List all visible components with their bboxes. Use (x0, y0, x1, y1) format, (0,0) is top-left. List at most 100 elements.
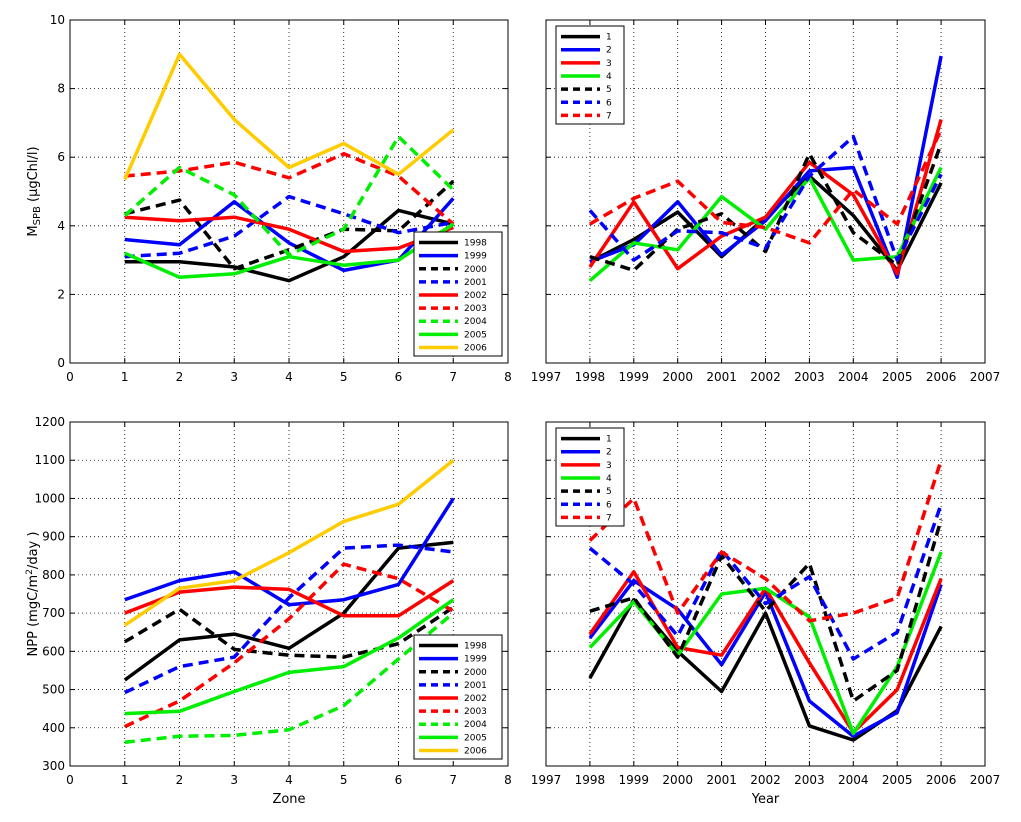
legend-entry-2: 2 (606, 448, 612, 458)
x-tick-label: 1 (121, 370, 129, 384)
x-tick-label: 2003 (794, 773, 825, 787)
y-tick-label: 1000 (34, 491, 65, 505)
series-line-2003 (124, 562, 455, 729)
series-line-2000 (123, 605, 455, 659)
legend-entry-7: 7 (606, 513, 612, 523)
x-tick-label: 0 (66, 773, 74, 787)
y-tick-label: 1200 (34, 415, 65, 429)
x-tick-label: 0 (66, 370, 74, 384)
series-line-6 (588, 503, 943, 661)
x-tick-label: 8 (504, 773, 512, 787)
legend-entry-1998: 1998 (464, 239, 487, 249)
x-tick-label: 1 (121, 773, 129, 787)
legend-entry-2000: 2000 (464, 265, 487, 275)
x-tick-label: 1998 (575, 370, 606, 384)
y-axis-label: NPP (mgC/m2/day ) (25, 532, 41, 657)
legend-entry-5: 5 (606, 85, 612, 95)
y-tick-label: 700 (42, 606, 65, 620)
y-tick-label: 300 (42, 759, 65, 773)
legend-entry-2002: 2002 (464, 694, 487, 704)
legend-entry-1998: 1998 (464, 642, 487, 652)
series-line-2002 (124, 215, 454, 254)
legend-entry-1999: 1999 (464, 252, 487, 262)
y-tick-label: 0 (57, 356, 65, 370)
legend-entry-2004: 2004 (464, 317, 487, 327)
legend-entry-2005: 2005 (464, 733, 487, 743)
legend-entry-2005: 2005 (464, 330, 487, 340)
x-tick-label: 2003 (794, 370, 825, 384)
x-tick-label: 2005 (882, 773, 913, 787)
x-tick-label: 8 (504, 370, 512, 384)
y-tick-label: 2 (57, 287, 65, 301)
y-tick-label: 1100 (34, 453, 65, 467)
x-tick-label: 4 (285, 370, 293, 384)
legend: 1998 1999 2000 2001 2002 2003 2004 2005 2006 (413, 634, 503, 760)
series-line-5 (589, 519, 943, 703)
y-axis-label-main: M (26, 225, 41, 236)
legend-entry-1: 1 (606, 33, 612, 43)
series-line-2006 (123, 458, 455, 627)
x-tick-label: 3 (230, 370, 238, 384)
series-line-2004 (124, 611, 455, 745)
legend-entry-1999: 1999 (464, 655, 487, 665)
chart-panel-bl: 0 1 2 3 4 5 6 7 8 300 400 500 600 700 800 900 1000 1100 12… (25, 415, 512, 807)
series-line-4 (588, 166, 943, 283)
x-tick-label: 2006 (926, 370, 957, 384)
chart-panel-tl: 0 1 2 3 4 5 6 7 8 0 2 4 6 8 10 MSPB (μgChl/l) 1998 1999 20… (26, 13, 512, 384)
series-line-2002 (124, 579, 455, 618)
y-tick-label: 500 (42, 683, 65, 697)
y-axis-label-unit: (μgChl/l) (26, 146, 41, 206)
series-line-2001 (124, 194, 454, 259)
legend-entry-3: 3 (606, 59, 612, 69)
x-tick-label: 7 (449, 773, 457, 787)
legend-entry-2: 2 (606, 46, 612, 56)
legend: 1 2 3 4 5 6 7 (555, 427, 625, 527)
series-line-2 (589, 55, 943, 280)
x-tick-label: 6 (395, 370, 403, 384)
y-tick-label: 400 (42, 721, 65, 735)
y-tick-label: 900 (42, 530, 65, 544)
legend-entry-1: 1 (606, 435, 612, 445)
legend-entry-4: 4 (606, 474, 612, 484)
series-line-1998 (123, 540, 454, 682)
x-tick-label: 1997 (531, 773, 562, 787)
legend-entry-2006: 2006 (464, 343, 487, 353)
y-tick-label: 6 (57, 150, 65, 164)
series-line-5 (589, 142, 943, 273)
x-tick-label: 1999 (619, 370, 650, 384)
series-line-2000 (124, 179, 455, 271)
y-tick-label: 10 (50, 13, 65, 27)
legend-entry-2001: 2001 (464, 278, 487, 288)
legend: 1998 1999 2000 2001 2002 2003 2004 2005 2006 (413, 231, 503, 357)
series-line-2003 (124, 152, 455, 226)
y-axis-label-unit: /day ) (26, 532, 41, 570)
series-line-2001 (124, 543, 454, 695)
x-tick-label: 2000 (662, 773, 693, 787)
legend-entry-6: 6 (606, 98, 612, 108)
series-line-2 (588, 578, 943, 738)
y-axis-label-superscript: 2 (25, 569, 35, 575)
legend-entry-6: 6 (606, 500, 612, 510)
x-tick-label: 2 (176, 773, 184, 787)
y-axis-label: MSPB (μgChl/l) (26, 146, 43, 236)
x-tick-label: 5 (340, 773, 348, 787)
x-tick-label: 2001 (706, 773, 737, 787)
legend-entry-2002: 2002 (464, 291, 487, 301)
x-tick-label: 6 (395, 773, 403, 787)
legend-entry-3: 3 (606, 461, 612, 471)
x-tick-label: 2002 (750, 370, 781, 384)
x-tick-label: 3 (230, 773, 238, 787)
legend-entry-2000: 2000 (464, 668, 487, 678)
x-axis-label: Zone (272, 792, 305, 807)
legend-entry-2004: 2004 (464, 720, 487, 730)
legend-entry-2001: 2001 (464, 681, 487, 691)
x-tick-label: 2000 (662, 370, 693, 384)
series-line-7 (589, 129, 943, 245)
x-tick-label: 2004 (838, 773, 869, 787)
series-line-1998 (124, 208, 454, 283)
x-tick-label: 2004 (838, 370, 869, 384)
y-axis-label-main: NPP (mgC/m (26, 575, 41, 657)
x-tick-label: 5 (340, 370, 348, 384)
x-tick-label: 2007 (970, 370, 1001, 384)
